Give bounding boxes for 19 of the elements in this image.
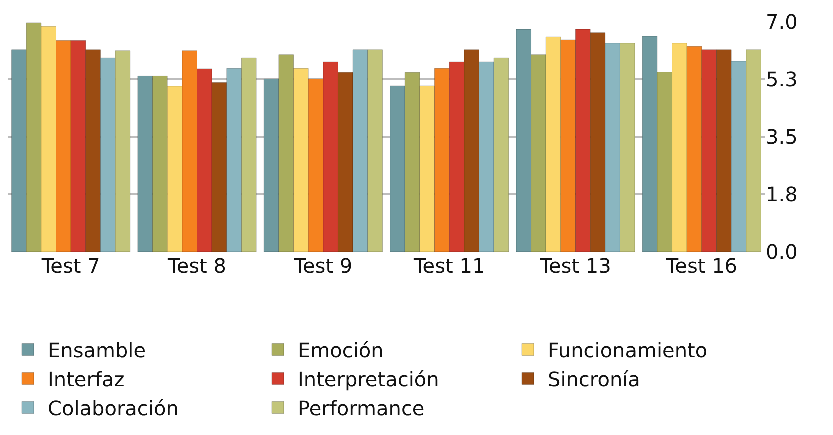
legend-label: Interpretación — [298, 368, 440, 392]
legend-label: Ensamble — [48, 338, 146, 362]
x-tick-label: Test 9 — [293, 254, 353, 278]
x-tick-label: Test 7 — [40, 254, 100, 278]
legend-label: Sincronía — [548, 368, 640, 392]
y-tick-label: 3.5 — [766, 125, 798, 149]
legend-label: Emoción — [298, 338, 384, 362]
x-tick-label: Test 8 — [167, 254, 226, 278]
x-tick-label: Test 13 — [539, 254, 612, 278]
legend-label: Performance — [298, 396, 425, 420]
y-tick-label: 5.3 — [766, 68, 798, 92]
y-tick-label: 1.8 — [766, 182, 798, 206]
legend-label: Funcionamiento — [548, 338, 708, 362]
x-tick-label: Test 11 — [412, 254, 486, 278]
x-tick-label: Test 16 — [665, 254, 738, 278]
legend-label: Interfaz — [48, 368, 125, 392]
y-tick-label: 7.0 — [766, 10, 798, 34]
legend-label: Colaboración — [48, 396, 179, 420]
y-tick-label: 0.0 — [766, 240, 798, 264]
